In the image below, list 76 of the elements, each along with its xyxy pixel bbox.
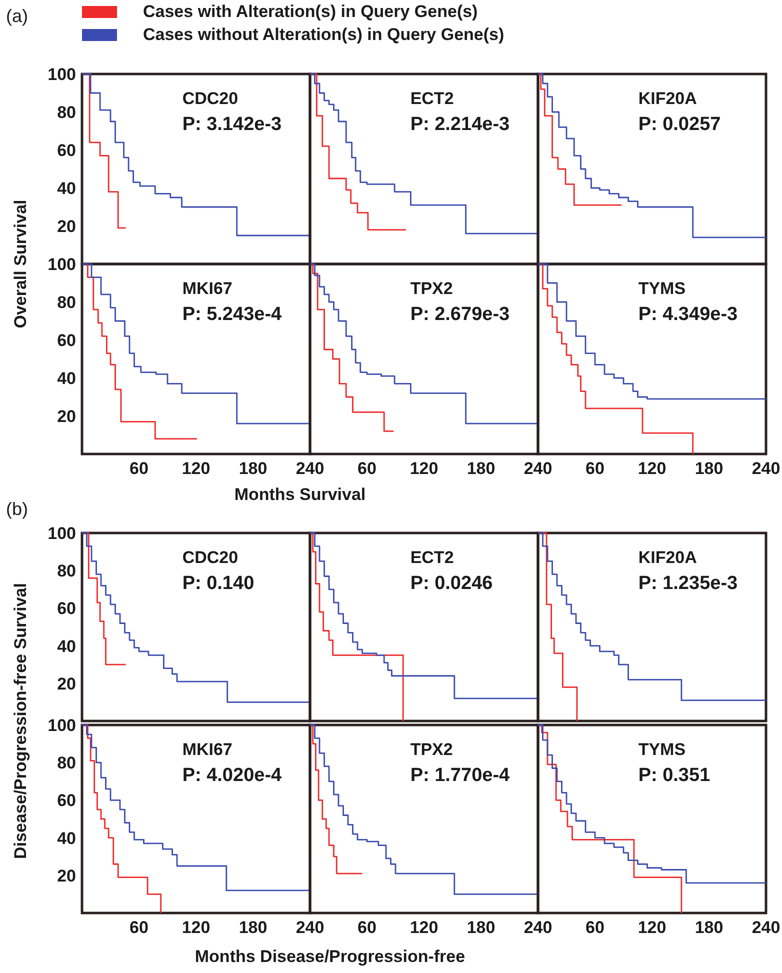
legend-label: Cases without Alteration(s) in Query Gene(s) xyxy=(143,25,504,44)
annotation: P: 1.770e-4 xyxy=(410,765,510,786)
annotation: P: 0.351 xyxy=(638,765,711,786)
x-tick-label: 180 xyxy=(466,459,496,478)
x-tick-label: 120 xyxy=(182,459,210,478)
y-tick-label: 40 xyxy=(57,368,76,388)
y-tick-label: 20 xyxy=(57,216,76,236)
x-tick-label: 240 xyxy=(752,918,780,937)
annotation: P: 2.679e-3 xyxy=(410,304,510,325)
annotation: P: 4.020e-4 xyxy=(182,765,282,786)
chart-title: (a) xyxy=(6,6,28,26)
y-axis-title: Overall Survival xyxy=(11,200,30,328)
x-tick-label: 240 xyxy=(296,459,324,478)
annotation: P: 1.235e-3 xyxy=(638,573,738,594)
annotation: P: 4.349e-3 xyxy=(638,304,738,325)
x-tick-label: 180 xyxy=(694,459,724,478)
y-tick-label: 100 xyxy=(48,716,76,735)
annotation: MKI67 xyxy=(182,740,232,759)
annotation: P: 0.0246 xyxy=(410,573,493,594)
annotation: P: 5.243e-4 xyxy=(182,304,282,325)
annotation: KIF20A xyxy=(638,548,697,567)
y-tick-label: 60 xyxy=(57,791,76,810)
y-tick-label: 60 xyxy=(57,330,76,350)
y-tick-label: 60 xyxy=(57,599,76,618)
y-tick-label: 80 xyxy=(57,102,76,122)
x-tick-label: 180 xyxy=(466,918,496,937)
x-tick-label: 240 xyxy=(524,459,552,478)
x-tick-label: 240 xyxy=(752,459,780,478)
x-tick-label: 180 xyxy=(238,459,268,478)
x-tick-label: 240 xyxy=(296,918,324,937)
y-tick-label: 100 xyxy=(48,524,76,543)
x-tick-label: 120 xyxy=(182,918,210,937)
y-tick-label: 100 xyxy=(48,64,76,84)
y-tick-label: 100 xyxy=(48,254,76,274)
y-tick-label: 40 xyxy=(57,178,76,198)
legend-label: Cases with Alteration(s) in Query Gene(s) xyxy=(143,2,478,21)
x-axis-title: Months Survival xyxy=(234,485,366,504)
annotation: CDC20 xyxy=(182,89,238,108)
x-tick-label: 180 xyxy=(694,918,724,937)
x-tick-label: 60 xyxy=(358,918,376,937)
x-tick-label: 60 xyxy=(358,459,376,478)
x-tick-label: 120 xyxy=(410,918,438,937)
y-tick-label: 20 xyxy=(57,674,76,694)
x-tick-label: 60 xyxy=(586,459,604,478)
annotation: P: 0.0257 xyxy=(638,114,721,135)
y-tick-label: 20 xyxy=(57,406,76,426)
y-tick-label: 80 xyxy=(57,754,76,773)
annotation: MKI67 xyxy=(182,279,232,298)
annotation: TPX2 xyxy=(410,279,453,298)
y-tick-label: 40 xyxy=(57,828,76,848)
annotation: KIF20A xyxy=(638,89,697,108)
annotation: ECT2 xyxy=(410,548,454,567)
y-axis-title: Disease/Progression-free Survival xyxy=(11,583,30,859)
x-tick-label: 120 xyxy=(638,918,666,937)
y-tick-label: 80 xyxy=(57,562,76,581)
annotation: TPX2 xyxy=(410,740,453,759)
y-tick-label: 20 xyxy=(57,866,76,886)
y-tick-label: 60 xyxy=(57,140,76,160)
x-tick-label: 120 xyxy=(638,459,666,478)
annotation: P: 3.142e-3 xyxy=(182,114,282,135)
x-tick-label: 180 xyxy=(238,918,268,937)
x-tick-label: 240 xyxy=(524,918,552,937)
annotation: CDC20 xyxy=(182,548,238,567)
annotation: TYMS xyxy=(638,279,686,298)
annotation: P: 0.140 xyxy=(182,573,254,594)
y-tick-label: 80 xyxy=(57,292,76,312)
chart-title: (b) xyxy=(6,499,28,519)
annotation: TYMS xyxy=(638,740,686,759)
annotation: P: 2.214e-3 xyxy=(410,114,510,135)
y-tick-label: 40 xyxy=(57,636,76,656)
annotation: ECT2 xyxy=(410,89,454,108)
x-tick-label: 60 xyxy=(586,918,604,937)
x-axis-title: Months Disease/Progression-free xyxy=(194,947,466,966)
x-tick-label: 60 xyxy=(130,918,148,937)
x-tick-label: 60 xyxy=(130,459,148,478)
x-tick-label: 120 xyxy=(410,459,438,478)
